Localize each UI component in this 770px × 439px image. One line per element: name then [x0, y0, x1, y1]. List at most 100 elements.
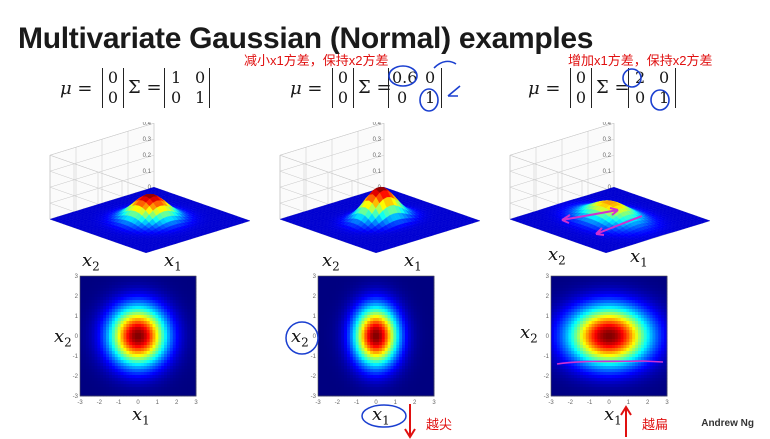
annotation-decrease-x1: 减小x1方差，保持x2方差	[244, 53, 389, 68]
y-tick-label: -3	[73, 394, 79, 400]
mu-vector: 0 0	[570, 68, 592, 108]
z-tick-label: 0.3	[373, 137, 382, 143]
y-tick-label: 0	[75, 334, 79, 340]
ink-spread-arrow-front	[595, 215, 643, 236]
mu-vector: 0 0	[332, 68, 354, 108]
x-tick-label: -1	[587, 400, 593, 406]
heatmap-3-x2-label: x2	[520, 322, 538, 346]
y-tick-label: -2	[544, 374, 550, 380]
z-tick-label: 0.1	[143, 169, 152, 175]
ink-circles-panel-3	[622, 68, 670, 111]
y-tick-label: 3	[75, 274, 79, 280]
x-tick-label: -3	[548, 400, 554, 406]
x-tick-label: 0	[607, 400, 611, 406]
x-tick-label: 1	[156, 400, 160, 406]
surface-plot-3: 0.4 0.3 0.2 0.1 0	[509, 122, 710, 254]
y-tick-label: 0	[546, 334, 550, 340]
y-tick-label: 3	[546, 274, 550, 280]
heatmap-2-x1-label: x1	[372, 404, 390, 428]
x-tick-label: 3	[432, 400, 436, 406]
gaussian-surface	[279, 186, 480, 253]
y-tick-label: 1	[75, 314, 79, 320]
gaussian-surface	[49, 187, 250, 253]
z-tick-label: 0.3	[143, 137, 152, 143]
contour-heatmap-1: -3-3 -2 -2 -1 -1 0 0 1 1 2 2 3 3	[73, 274, 199, 406]
x-tick-label: -3	[315, 400, 321, 406]
contour-heatmap-2: -3-3 -2 -2 -1 -1 0 0 1 1 2 2 3 3	[311, 274, 437, 406]
z-tick-label: 0.4	[143, 122, 152, 127]
panel-2-params: μ = 0 0 Σ = 0.6 0 0 1	[290, 66, 470, 112]
z-tick-label: 0.2	[143, 153, 152, 159]
up-arrow-icon	[620, 405, 632, 437]
slide-title: Multivariate Gaussian (Normal) examples	[18, 22, 594, 55]
z-tick-label: 0.3	[603, 137, 612, 143]
sigma-label: Σ =	[596, 77, 630, 98]
y-tick-label: 2	[546, 294, 550, 300]
mu-label: μ =	[60, 78, 93, 99]
mu-label: μ =	[290, 78, 323, 99]
z-tick-label: 0.2	[373, 153, 382, 159]
annotation-sharper: 越尖	[426, 417, 453, 432]
z-tick-label: 0.1	[373, 169, 382, 175]
y-tick-label: -2	[311, 374, 317, 380]
sigma-matrix: 0.6 0 0 1	[388, 68, 442, 108]
x-tick-label: 0	[136, 400, 140, 406]
surface-2-x1-label: x1	[404, 250, 422, 274]
x-tick-label: 2	[413, 400, 417, 406]
x-tick-label: 0	[374, 400, 378, 406]
y-tick-label: 0	[313, 334, 317, 340]
heatmap-cells	[318, 276, 435, 397]
heatmap-2-x2-label: x2	[291, 326, 309, 350]
y-tick-label: -1	[73, 354, 79, 360]
y-tick-label: 3	[313, 274, 317, 280]
heatmap-3-x1-label: x1	[604, 404, 622, 428]
z-tick-label: 0.4	[603, 122, 612, 127]
y-tick-label: -1	[311, 354, 317, 360]
mu-vector: 0 0	[102, 68, 124, 108]
x-tick-label: 3	[194, 400, 198, 406]
x-tick-label: 3	[665, 400, 669, 406]
panel-3-params: μ = 0 0 Σ = 2 0 0 1	[528, 66, 708, 112]
sigma-label: Σ =	[358, 77, 392, 98]
surface-3-x1-label: x1	[630, 246, 648, 270]
sigma-label: Σ =	[128, 77, 162, 98]
y-tick-label: -2	[73, 374, 79, 380]
annotation-increase-x1: 增加x1方差，保持x2方差	[568, 53, 713, 68]
ink-highlight-line	[556, 360, 664, 365]
x-tick-label: 1	[627, 400, 631, 406]
panel-1-params: μ = 0 0 Σ = 1 0 0 1	[60, 66, 240, 112]
surface-2-x2-label: x2	[322, 250, 340, 274]
x-tick-label: 1	[394, 400, 398, 406]
x-tick-label: -2	[97, 400, 103, 406]
z-tick-label: 0.4	[373, 122, 382, 127]
ink-circles-panel-2	[388, 60, 461, 112]
heatmap-1-x1-label: x1	[132, 404, 150, 428]
author-credit: Andrew Ng	[701, 418, 754, 429]
x-tick-label: -2	[568, 400, 574, 406]
contour-heatmap-3: -3-3 -2 -2 -1 -1 0 0 1 1 2 2 3 3	[544, 274, 670, 406]
z-tick-label: 0	[608, 185, 612, 191]
x-tick-label: -3	[77, 400, 83, 406]
y-tick-label: 1	[313, 314, 317, 320]
z-tick-label: 0	[148, 185, 152, 191]
down-arrow-icon	[404, 404, 416, 439]
ink-circle-heatmap-2-x2	[285, 321, 319, 355]
heatmap-cells	[551, 276, 668, 397]
sigma-matrix: 1 0 0 1	[164, 68, 210, 108]
heatmap-cells	[80, 276, 197, 397]
y-tick-label: -1	[544, 354, 550, 360]
surface-1-x2-label: x2	[82, 250, 100, 274]
surface-plot-2: 0.40.30.20.10	[279, 122, 480, 254]
y-tick-label: -3	[544, 394, 550, 400]
x-tick-label: 2	[175, 400, 179, 406]
ink-circle-heatmap-2-x1	[361, 404, 407, 428]
x-tick-label: 2	[646, 400, 650, 406]
surface-plot-1: 0.4 0.3 0.2 0.1 0	[49, 122, 250, 254]
heatmap-frame	[550, 275, 668, 397]
sigma-matrix: 2 0 0 1	[628, 68, 676, 108]
x-tick-label: -1	[354, 400, 360, 406]
annotation-flatter: 越扁	[642, 417, 669, 432]
y-tick-label: 1	[546, 314, 550, 320]
mu-label: μ =	[528, 78, 561, 99]
heatmap-frame	[79, 275, 197, 397]
